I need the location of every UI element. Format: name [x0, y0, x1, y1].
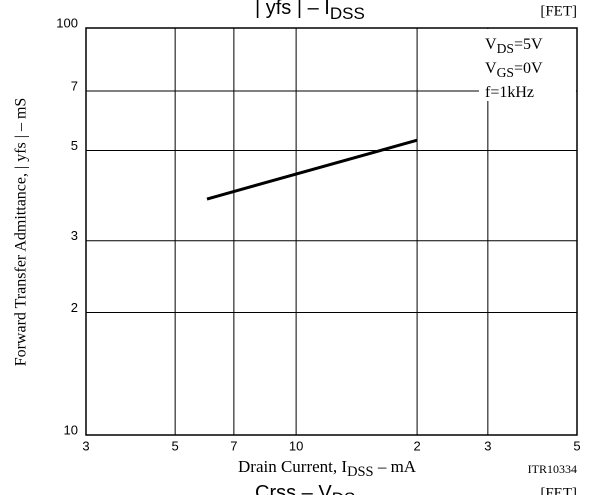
condition-main: V	[485, 36, 497, 53]
next-chart-title: Crss – VDS	[255, 482, 355, 495]
x-tick-label: 3	[484, 438, 491, 453]
y-tick-label: 3	[71, 228, 78, 243]
y-tick-label: 2	[71, 300, 78, 315]
y-tick-label: 7	[71, 78, 78, 93]
x-tick-label: 5	[172, 438, 179, 453]
conditions-box	[479, 29, 576, 101]
chart-title: | yfs | – IDSS	[255, 0, 365, 23]
x-tick-label: 3	[82, 438, 89, 453]
next-chart-title-main: Crss – V	[255, 482, 332, 495]
y-axis-label: Forward Transfer Admittance, | yfs | – m…	[13, 98, 30, 367]
condition-main: f=1kHz	[485, 84, 534, 101]
condition-sub: DS	[497, 41, 514, 56]
chart-tag: [FET]	[540, 3, 577, 19]
x-tick-label: 10	[289, 438, 303, 453]
condition: VGS=0V	[485, 60, 543, 80]
x-axis-label: Drain Current, IDSS – mA	[238, 457, 417, 481]
x-axis-label-tail: – mA	[374, 457, 417, 476]
plot-frame	[85, 27, 578, 436]
plot	[206, 138, 418, 201]
condition-tail: =5V	[514, 36, 543, 53]
next-chart-tag: [FET]	[540, 485, 577, 495]
x-tick-label: 7	[230, 438, 237, 453]
chart-title-main: | yfs | – I	[255, 0, 330, 19]
next-chart-title-sub: DS	[332, 489, 356, 495]
data-line	[206, 138, 418, 201]
y-tick-label: 5	[71, 138, 78, 153]
chart-title-sub: DSS	[330, 4, 365, 23]
condition-tail: =0V	[514, 60, 543, 77]
x-tick-label: 5	[573, 438, 580, 453]
condition: VDS=5V	[485, 36, 543, 56]
condition-main: V	[485, 60, 497, 77]
x-axis-label-sub: DSS	[347, 464, 374, 480]
y-tick-label: 100	[56, 15, 78, 30]
condition: f=1kHz	[485, 84, 534, 101]
y-tick-label: 10	[64, 422, 78, 437]
condition-sub: GS	[497, 65, 514, 80]
x-tick-label: 2	[413, 438, 420, 453]
x-axis-label-main: Drain Current, I	[238, 457, 347, 476]
chart-code: ITR10334	[528, 462, 577, 476]
